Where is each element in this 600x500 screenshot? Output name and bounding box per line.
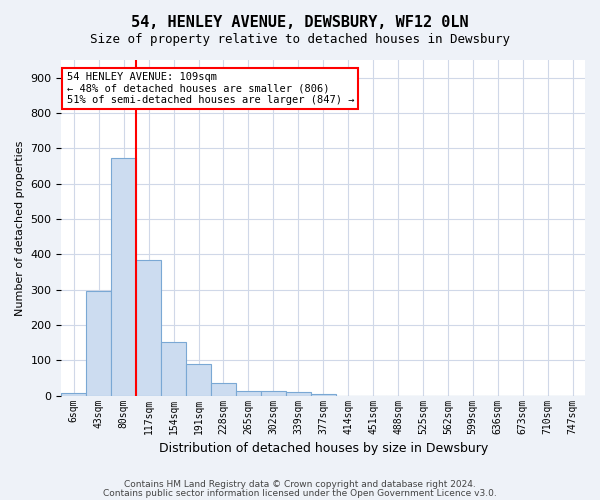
Bar (286, 392, 311, 396)
Text: 54, HENLEY AVENUE, DEWSBURY, WF12 0LN: 54, HENLEY AVENUE, DEWSBURY, WF12 0LN (131, 15, 469, 30)
Bar (311, 394, 335, 396)
Bar (161, 342, 186, 396)
Bar (111, 158, 136, 396)
Bar (86, 292, 111, 396)
Y-axis label: Number of detached properties: Number of detached properties (15, 140, 25, 316)
X-axis label: Distribution of detached houses by size in Dewsbury: Distribution of detached houses by size … (158, 442, 488, 455)
Bar (236, 390, 261, 396)
Text: 54 HENLEY AVENUE: 109sqm
← 48% of detached houses are smaller (806)
51% of semi-: 54 HENLEY AVENUE: 109sqm ← 48% of detach… (67, 72, 354, 105)
Text: Contains public sector information licensed under the Open Government Licence v3: Contains public sector information licen… (103, 488, 497, 498)
Bar (261, 391, 286, 396)
Bar (61, 393, 86, 396)
Bar (211, 382, 236, 396)
Bar (136, 260, 161, 396)
Bar (186, 364, 211, 396)
Text: Size of property relative to detached houses in Dewsbury: Size of property relative to detached ho… (90, 32, 510, 46)
Text: Contains HM Land Registry data © Crown copyright and database right 2024.: Contains HM Land Registry data © Crown c… (124, 480, 476, 489)
